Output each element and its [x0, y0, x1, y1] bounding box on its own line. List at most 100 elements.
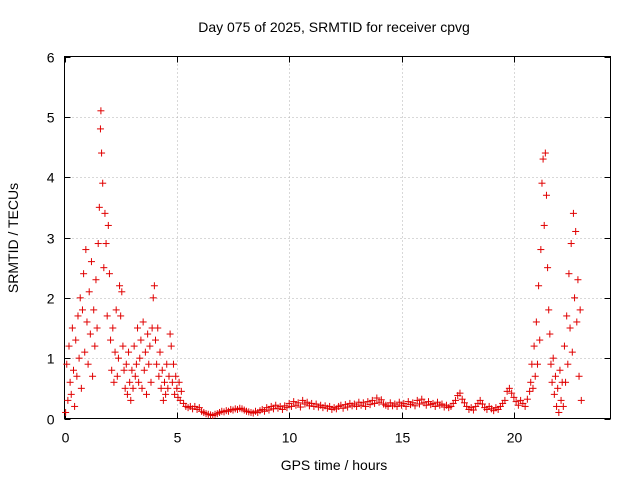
data-point: [501, 396, 509, 404]
data-point: [296, 403, 304, 411]
data-point: [99, 179, 107, 187]
data-point: [416, 400, 424, 408]
data-point: [571, 294, 579, 302]
data-point: [384, 402, 392, 410]
axis-ticks: [64, 56, 611, 420]
data-point: [90, 306, 98, 314]
x-tick-label: 0: [62, 430, 70, 446]
data-point: [117, 312, 125, 320]
data-point: [149, 294, 157, 302]
data-point: [418, 395, 426, 403]
data-point: [91, 342, 99, 350]
data-point: [545, 306, 553, 314]
data-point: [129, 384, 137, 392]
data-point: [167, 342, 175, 350]
data-point: [136, 354, 144, 362]
data-point: [94, 240, 102, 248]
data-point: [164, 384, 172, 392]
data-point: [533, 360, 541, 368]
data-point: [566, 324, 574, 332]
data-point: [154, 324, 162, 332]
data-point: [76, 294, 84, 302]
data-point: [119, 342, 127, 350]
data-point: [402, 402, 410, 410]
data-point: [113, 372, 121, 380]
data-point: [431, 402, 439, 410]
data-point: [554, 384, 562, 392]
data-point: [66, 378, 74, 386]
data-point: [176, 396, 184, 404]
data-points: [62, 107, 585, 419]
data-point: [101, 209, 109, 217]
data-point: [141, 348, 149, 356]
data-point: [120, 366, 128, 374]
data-point: [555, 408, 563, 416]
data-point: [150, 282, 158, 290]
data-point: [122, 360, 130, 368]
data-point: [132, 360, 140, 368]
data-point: [165, 372, 173, 380]
data-point: [371, 399, 379, 407]
data-point: [135, 378, 143, 386]
x-tick-label: 15: [395, 430, 411, 446]
y-tick-label: 6: [47, 50, 55, 66]
data-point: [476, 396, 484, 404]
x-tick-label: 5: [174, 430, 182, 446]
data-point: [72, 336, 80, 344]
data-point: [153, 360, 161, 368]
data-point: [89, 372, 97, 380]
data-point: [95, 203, 103, 211]
data-point: [162, 390, 170, 398]
data-point: [160, 378, 168, 386]
data-point: [557, 396, 565, 404]
data-point: [144, 330, 152, 338]
data-point: [563, 312, 571, 320]
data-point: [109, 324, 117, 332]
x-tick-label: 10: [282, 430, 298, 446]
data-point: [535, 282, 543, 290]
data-point: [510, 393, 518, 401]
data-point: [278, 405, 286, 413]
data-point: [548, 378, 556, 386]
data-point: [159, 396, 167, 404]
data-point: [569, 209, 577, 217]
data-point: [512, 398, 520, 406]
data-point: [116, 282, 124, 290]
data-point: [121, 384, 129, 392]
data-point: [84, 360, 92, 368]
data-point: [195, 404, 203, 412]
data-point: [546, 330, 554, 338]
data-point: [171, 390, 179, 398]
data-point: [560, 342, 568, 350]
data-point: [283, 404, 291, 412]
data-point: [177, 387, 185, 395]
y-tick-label: 4: [47, 170, 55, 186]
data-point: [105, 270, 113, 278]
data-point: [131, 372, 139, 380]
data-point: [75, 354, 83, 362]
data-point: [111, 348, 119, 356]
data-point: [163, 360, 171, 368]
data-point: [393, 402, 401, 410]
data-point: [128, 366, 136, 374]
data-point: [157, 384, 165, 392]
data-point: [98, 149, 106, 157]
data-point: [140, 366, 148, 374]
data-point: [559, 402, 567, 410]
data-point: [168, 378, 176, 386]
data-point: [158, 366, 166, 374]
data-point: [96, 125, 104, 133]
x-tick-labels: 0 5 10 15 20: [62, 430, 523, 446]
data-point: [97, 107, 105, 115]
data-point: [73, 372, 81, 380]
data-point: [290, 398, 298, 406]
data-point: [169, 360, 177, 368]
data-point: [83, 318, 91, 326]
data-point: [65, 342, 73, 350]
data-point: [134, 324, 142, 332]
y-axis-label: SRMTID / TECUs: [5, 183, 21, 293]
data-point: [147, 378, 155, 386]
data-point: [544, 264, 552, 272]
data-point: [549, 354, 557, 362]
